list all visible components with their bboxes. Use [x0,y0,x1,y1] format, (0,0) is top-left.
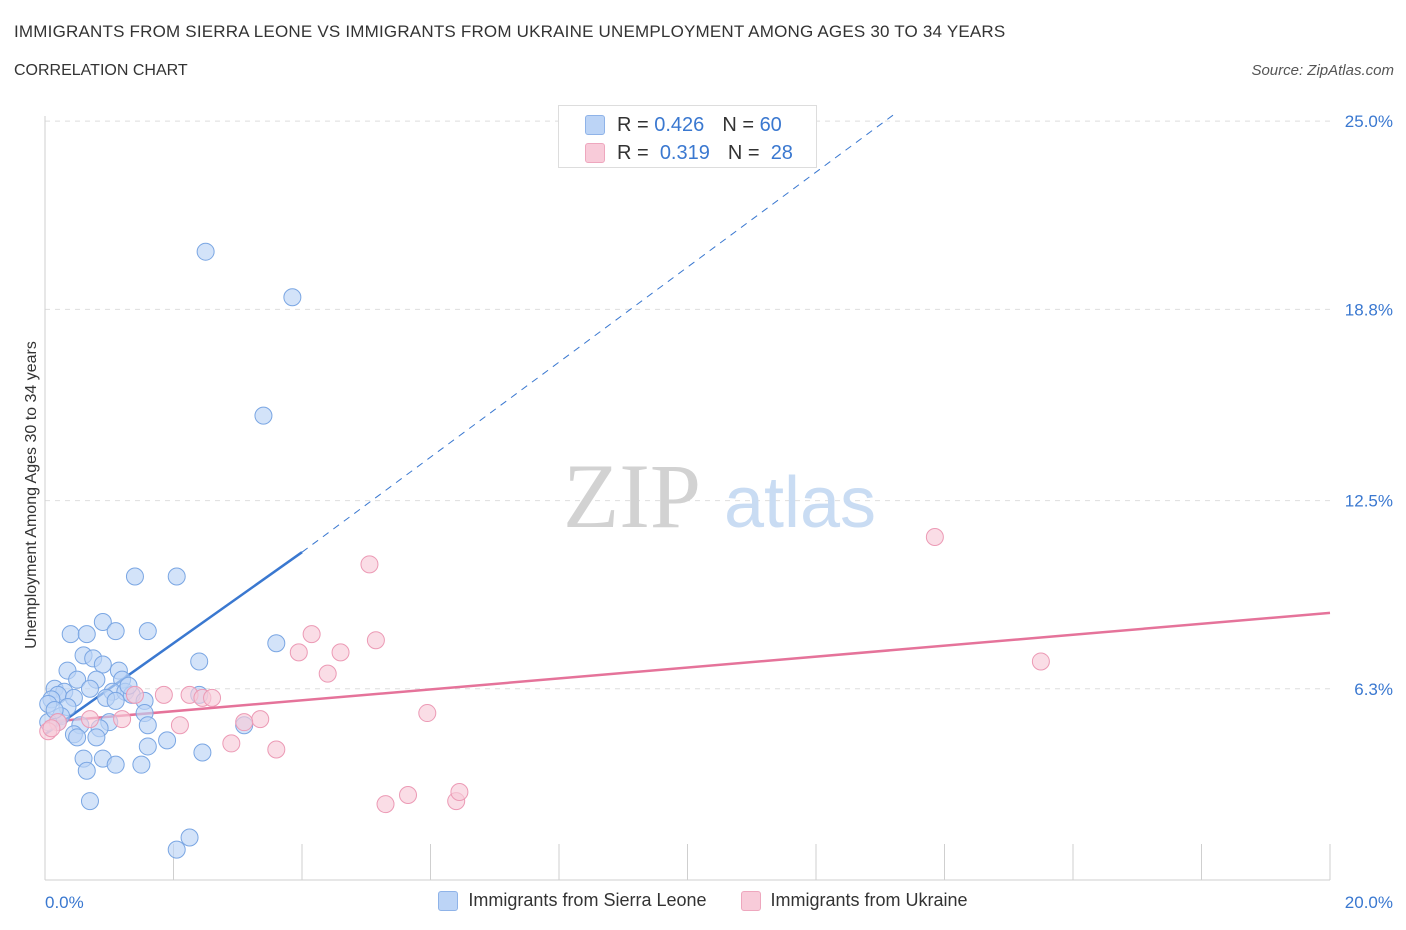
legend-label-ukraine: Immigrants from Ukraine [770,890,968,910]
legend-label-sierra-leone: Immigrants from Sierra Leone [468,890,707,910]
n-label: N = [722,113,754,136]
y-tick-label: 12.5% [1345,492,1393,511]
point-ukraine [331,643,350,662]
data-points [39,242,1050,859]
point-sierra-leone [167,567,186,586]
point-sierra-leone [106,691,125,710]
watermark-zip: ZIP [563,445,701,547]
point-ukraine [450,782,469,801]
point-sierra-leone [132,755,151,774]
point-sierra-leone [138,737,157,756]
point-ukraine [267,740,286,759]
trend-line-sierra-leone [301,114,894,553]
chart-subtitle: CORRELATION CHART [14,62,188,79]
point-ukraine [125,685,144,704]
point-sierra-leone [77,625,96,644]
point-sierra-leone [93,655,112,674]
r-label: R = [617,113,649,136]
point-ukraine [222,734,241,753]
point-sierra-leone [193,743,212,762]
blue-swatch [585,115,605,135]
series-legend: Immigrants from Sierra Leone Immigrants … [0,890,1406,911]
point-ukraine [925,528,944,547]
point-sierra-leone [196,242,215,261]
stats-row-pink: R = 0.319 N = 28 [585,141,793,165]
point-ukraine [302,625,321,644]
point-sierra-leone [254,406,273,425]
point-sierra-leone [138,622,157,641]
grid-lines [45,120,1330,690]
legend-item-ukraine: Immigrants from Ukraine [740,890,968,911]
source-label: Source: ZipAtlas.com [1251,62,1394,79]
watermark-atlas: atlas [724,463,876,543]
n-value-blue: 60 [759,113,782,136]
point-sierra-leone [158,731,177,750]
pink-swatch [740,890,761,911]
y-tick-label: 18.8% [1345,300,1393,319]
watermark: ZIP atlas [563,445,876,547]
point-ukraine [80,710,99,729]
point-ukraine [289,643,308,662]
point-sierra-leone [106,622,125,641]
trend-line-sierra-leone [44,551,303,736]
point-ukraine [113,710,132,729]
point-ukraine [318,664,337,683]
point-sierra-leone [93,613,112,631]
point-ukraine [360,555,379,574]
trend-line-ukraine [44,611,1331,724]
legend-item-sierra-leone: Immigrants from Sierra Leone [438,890,707,911]
point-ukraine [251,710,270,729]
r-value-pink: 0.319 [659,141,710,164]
point-sierra-leone [106,755,125,774]
point-ukraine [235,713,254,732]
point-sierra-leone [87,728,106,747]
point-ukraine [376,795,395,814]
y-tick-label: 6.3% [1354,680,1393,699]
point-ukraine [366,631,385,650]
point-sierra-leone [77,761,96,780]
point-ukraine [154,685,173,704]
point-sierra-leone [180,828,199,847]
x-tick-label: 20.0% [1345,893,1393,912]
n-label: N = [727,141,760,164]
point-sierra-leone [80,792,99,811]
point-ukraine [203,688,222,707]
point-sierra-leone [125,567,144,586]
point-sierra-leone [138,716,157,735]
pink-swatch [585,143,605,163]
point-ukraine [399,786,418,805]
x-tick-label: 0.0% [45,893,84,912]
stats-row-blue: R = 0.426 N = 60 [585,113,782,137]
trend-lines [44,114,1331,736]
point-ukraine [1031,652,1050,671]
blue-swatch [438,890,459,911]
chart-title: IMMIGRANTS FROM SIERRA LEONE VS IMMIGRAN… [14,22,1006,41]
axes [44,116,1331,881]
tick-labels: 6.3% 12.5% 18.8% 25.0% 0.0% 20.0% [45,112,1393,912]
point-sierra-leone [283,288,302,307]
n-value-pink: 28 [770,141,793,164]
stats-legend: R = 0.426 N = 60 R = 0.319 N = 28 [558,105,817,168]
point-sierra-leone [61,625,80,644]
point-ukraine [42,719,61,738]
point-sierra-leone [68,670,87,689]
point-ukraine [418,704,437,723]
r-label: R = [617,141,649,164]
y-tick-label: 25.0% [1345,112,1393,131]
point-sierra-leone [267,634,286,653]
point-sierra-leone [190,652,209,671]
r-value-blue: 0.426 [654,113,705,136]
point-ukraine [170,716,189,735]
point-sierra-leone [68,728,87,747]
point-sierra-leone [167,840,186,859]
point-sierra-leone [80,679,99,698]
